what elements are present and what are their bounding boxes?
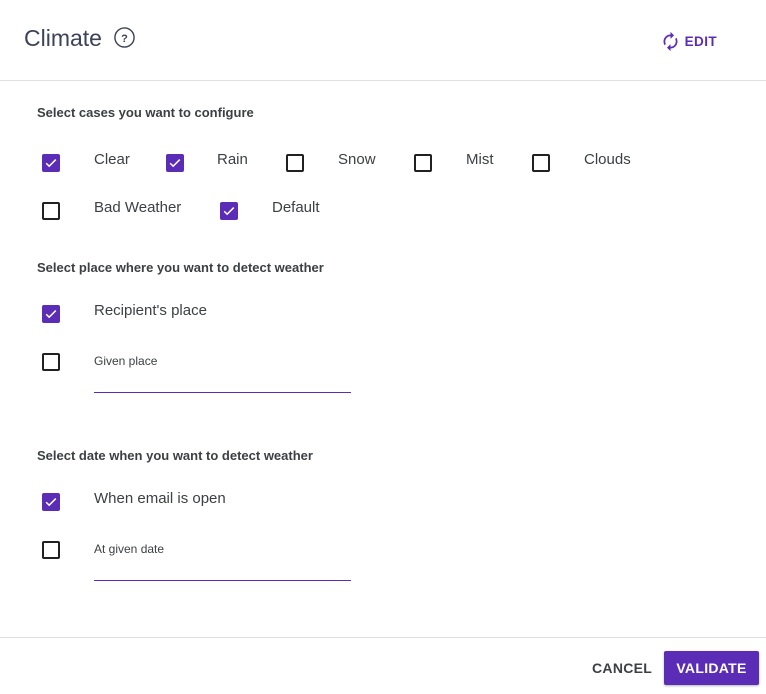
svg-text:?: ? <box>121 33 128 45</box>
